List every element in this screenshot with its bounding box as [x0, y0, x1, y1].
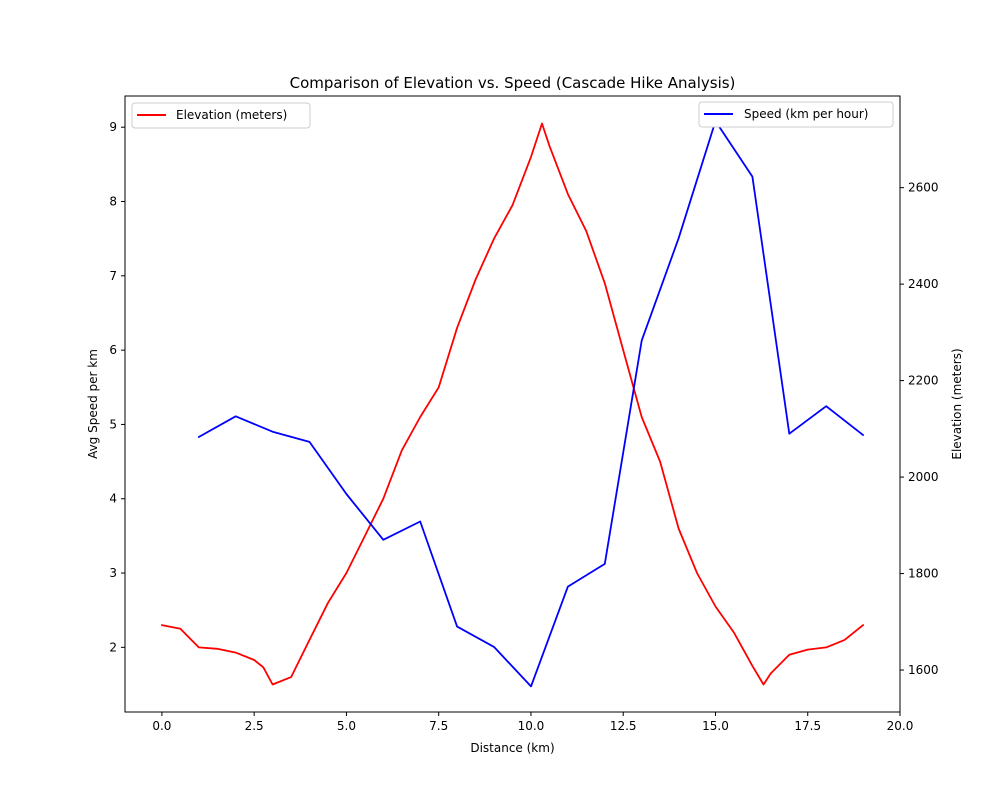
legend-right: Speed (km per hour)	[698, 101, 894, 128]
x-axis-ticks: 0.0 2.5 5.0 7.5 10.0 12.5 15.0 17.5 20.0	[152, 712, 913, 733]
x-tick-label: 0.0	[152, 719, 171, 733]
legend-left-box	[131, 102, 311, 129]
right-y-tick-label: 1600	[908, 663, 939, 677]
left-y-axis-label: Avg Speed per km	[86, 349, 100, 459]
left-y-tick-label: 6	[109, 343, 117, 357]
x-tick-label: 7.5	[429, 719, 448, 733]
chart-title: Comparison of Elevation vs. Speed (Casca…	[290, 74, 736, 92]
elevation-line	[160, 122, 864, 686]
speed-line	[197, 120, 864, 688]
x-axis-label: Distance (km)	[470, 741, 554, 755]
right-y-axis-label: Elevation (meters)	[950, 348, 964, 459]
right-y-tick-label: 1800	[908, 567, 939, 581]
legend-elevation-label: Elevation (meters)	[176, 108, 287, 122]
left-y-tick-label: 4	[109, 492, 117, 506]
left-y-axis-ticks: 2 3 4 5 6 7 8 9	[109, 120, 125, 654]
x-tick-label: 20.0	[887, 719, 914, 733]
left-y-tick-label: 7	[109, 269, 117, 283]
left-y-tick-label: 5	[109, 417, 117, 431]
series-layer	[160, 120, 864, 688]
x-tick-label: 2.5	[245, 719, 264, 733]
x-tick-label: 12.5	[610, 719, 637, 733]
x-tick-label: 17.5	[794, 719, 821, 733]
legend-right-box	[698, 101, 894, 128]
x-tick-label: 10.0	[518, 719, 545, 733]
left-y-tick-label: 9	[109, 120, 117, 134]
left-y-tick-label: 8	[109, 195, 117, 209]
x-tick-label: 5.0	[337, 719, 356, 733]
legend-left: Elevation (meters)	[131, 102, 311, 129]
right-y-tick-label: 2600	[908, 181, 939, 195]
left-y-tick-label: 3	[109, 566, 117, 580]
right-y-tick-label: 2000	[908, 470, 939, 484]
right-y-tick-label: 2400	[908, 277, 939, 291]
right-y-tick-label: 2200	[908, 374, 939, 388]
x-tick-label: 15.0	[702, 719, 729, 733]
plot-area	[124, 95, 901, 713]
left-y-tick-label: 2	[109, 640, 117, 654]
right-y-axis-ticks: 1600 1800 2000 2200 2400 2600	[900, 181, 939, 677]
legend-speed-label: Speed (km per hour)	[744, 107, 868, 121]
